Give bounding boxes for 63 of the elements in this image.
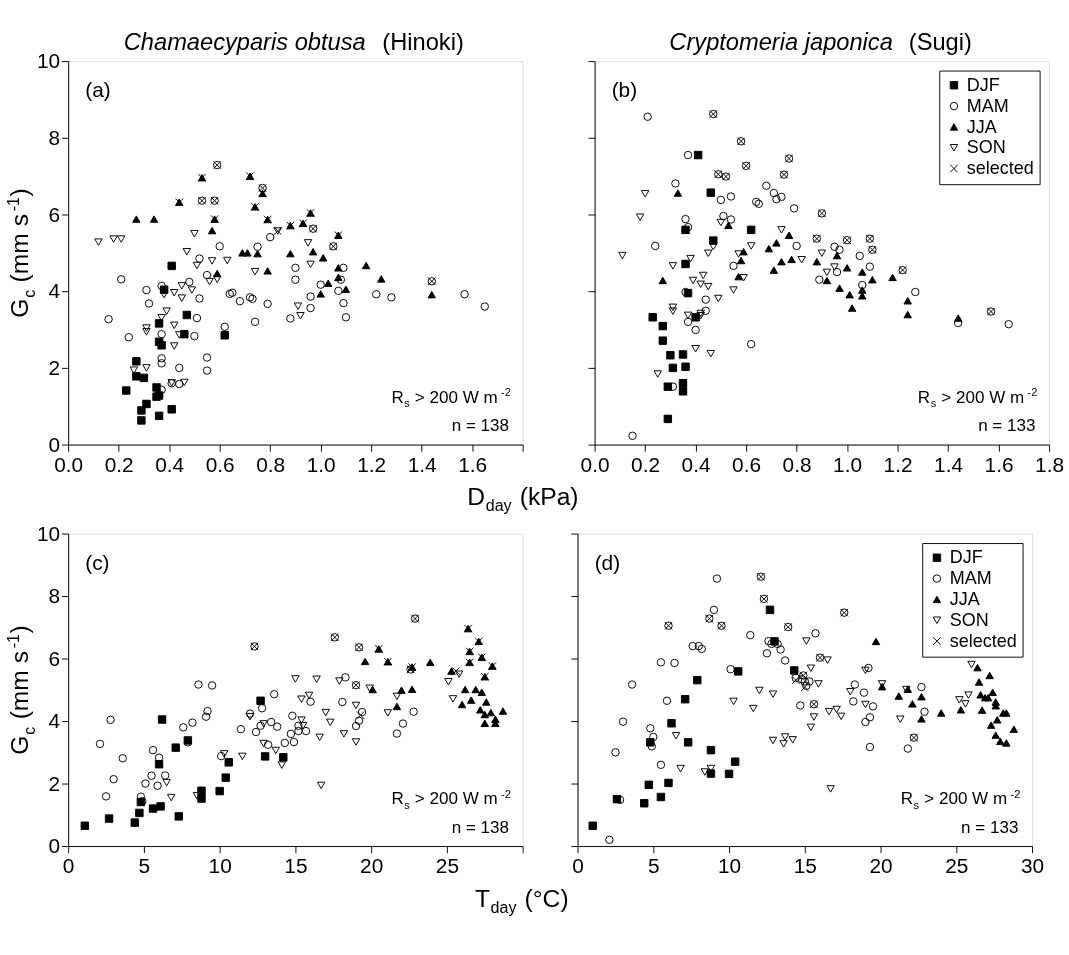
y-tick-label: 2 (48, 356, 61, 379)
x-tick-label: 15 (284, 854, 308, 878)
chart-title: Cryptomeria japonica (Sugi) (669, 28, 972, 55)
annotation: n = 133 (978, 416, 1036, 436)
annotation: n = 133 (961, 817, 1019, 837)
y-tick-label: 4 (48, 279, 61, 303)
x-tick-label: 1.4 (407, 452, 437, 476)
x-tick-label: 0.0 (580, 452, 610, 476)
x-tick-label: 0.4 (155, 452, 185, 476)
x-tick-label: 1.0 (833, 452, 863, 476)
x-tick-label: 25 (945, 854, 969, 878)
y-tick-label: 8 (48, 584, 61, 608)
x-tick-label: 0.6 (732, 452, 762, 476)
x-tick-label: 0.4 (681, 452, 711, 476)
legend-label: JJA (966, 116, 997, 137)
legend-label: SON (966, 137, 1006, 158)
annotation: n = 138 (451, 416, 509, 436)
legend-label: DJF (949, 547, 983, 568)
y-tick-label: 6 (48, 202, 61, 226)
legend-label: selected (949, 630, 1017, 651)
y-tick-label: 2 (48, 771, 61, 795)
x-tick-label: 5 (648, 854, 660, 878)
chart-title: Chamaecyparis obtusa (Hinoki) (123, 28, 464, 55)
annotation: (c) (85, 550, 110, 574)
legend-label: MAM (949, 568, 992, 589)
y-tick-label: 10 (36, 49, 61, 73)
x-tick-label: 10 (717, 854, 742, 878)
annotation: (d) (594, 550, 621, 574)
x-tick-label: 20 (360, 854, 384, 878)
y-tick-label: 8 (48, 125, 61, 149)
legend-label: selected (966, 158, 1034, 179)
x-tick-label: 1.4 (934, 452, 964, 476)
x-tick-label: 1.8 (1035, 452, 1065, 476)
x-tick-label: 0.8 (782, 452, 812, 476)
x-tick-label: 0.6 (205, 452, 235, 476)
y-tick-label: 6 (48, 646, 61, 670)
y-axis-title: Gc (mm s-1) (4, 625, 38, 755)
x-tick-label: 0 (572, 854, 584, 878)
x-tick-label: 20 (869, 854, 893, 878)
x-tick-label: 1.6 (458, 452, 488, 476)
x-tick-label: 1.0 (306, 452, 336, 476)
annotation: n = 138 (451, 817, 509, 837)
x-tick-label: 1.2 (357, 452, 387, 476)
annotation: (b) (611, 78, 638, 102)
x-tick-label: 0.2 (631, 452, 661, 476)
x-tick-label: 1.2 (883, 452, 913, 476)
y-tick-label: 10 (36, 521, 61, 545)
x-tick-label: 0.8 (256, 452, 286, 476)
x-tick-label: 10 (208, 854, 232, 878)
legend-label: MAM (966, 95, 1009, 116)
y-axis-title: Gc (mm s-1) (4, 188, 38, 318)
x-tick-label: 30 (1020, 854, 1045, 878)
x-tick-label: 15 (793, 854, 817, 878)
annotation: (a) (85, 78, 111, 102)
legend-label: JJA (949, 589, 980, 610)
x-tick-label: 1.6 (984, 452, 1014, 476)
y-tick-label: 4 (48, 709, 61, 733)
legend-label: SON (949, 609, 989, 630)
y-tick-label: 0 (48, 834, 61, 858)
legend-label: DJF (966, 74, 1000, 95)
x-tick-label: 5 (138, 854, 151, 878)
x-tick-label: 0.2 (104, 452, 134, 476)
x-tick-label: 25 (435, 854, 459, 878)
